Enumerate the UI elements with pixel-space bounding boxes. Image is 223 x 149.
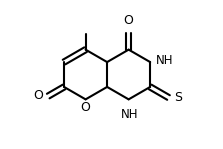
Text: NH: NH <box>121 108 139 121</box>
Text: O: O <box>124 14 134 27</box>
Text: S: S <box>174 91 182 104</box>
Text: O: O <box>80 101 90 114</box>
Text: O: O <box>33 89 43 102</box>
Text: NH: NH <box>156 54 174 67</box>
